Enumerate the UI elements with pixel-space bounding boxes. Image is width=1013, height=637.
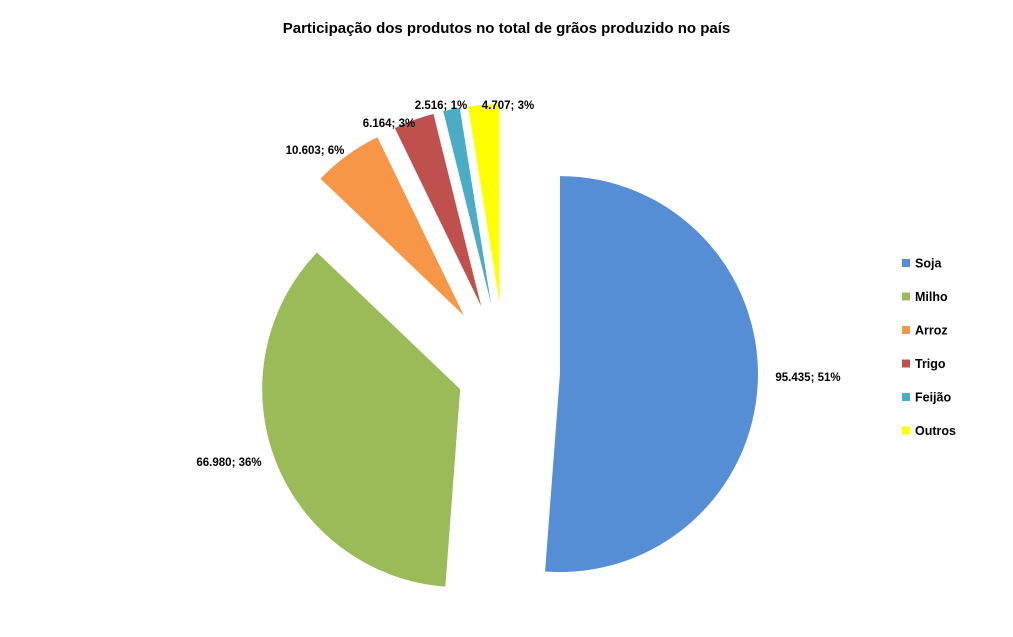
data-label-feijao: 2.516; 1% bbox=[415, 100, 467, 112]
legend-swatch-feijao bbox=[902, 393, 910, 401]
legend-label-outros: Outros bbox=[915, 424, 956, 438]
pie-slice-trigo bbox=[394, 114, 482, 307]
legend-swatch-trigo bbox=[902, 359, 910, 368]
legend-swatch-outros bbox=[902, 426, 910, 435]
legend-label-milho: Milho bbox=[915, 290, 948, 304]
legend-item-milho: Milho bbox=[902, 290, 948, 304]
legend-swatch-arroz bbox=[902, 326, 910, 334]
legend-label-trigo: Trigo bbox=[915, 357, 946, 371]
data-label-soja: 95.435; 51% bbox=[775, 372, 840, 384]
legend-item-soja: Soja bbox=[902, 257, 942, 271]
legend-item-outros: Outros bbox=[902, 424, 956, 438]
data-label-trigo: 6.164; 3% bbox=[363, 118, 415, 130]
legend-swatch-soja bbox=[902, 259, 910, 267]
data-labels: 95.435; 51% 66.980; 36% 10.603; 6% 6.164; 3… bbox=[196, 100, 840, 469]
pie-slice-feijao bbox=[443, 107, 492, 304]
pie-slice-milho bbox=[262, 252, 461, 587]
pie-slice-outros bbox=[468, 104, 500, 303]
legend-label-soja: Soja bbox=[915, 257, 942, 271]
data-label-outros: 4.707; 3% bbox=[482, 100, 534, 112]
legend-swatch-milho bbox=[902, 292, 910, 301]
legend-item-trigo: Trigo bbox=[902, 357, 946, 371]
pie-slice-soja bbox=[545, 176, 758, 573]
legend-item-arroz: Arroz bbox=[902, 324, 948, 338]
pie-slices bbox=[262, 104, 758, 587]
pie-slice-arroz bbox=[320, 137, 464, 316]
legend: Soja Milho Arroz Trigo Feijão Outros bbox=[902, 257, 956, 438]
data-label-arroz: 10.603; 6% bbox=[286, 145, 345, 157]
chart-title: Participação dos produtos no total de gr… bbox=[282, 20, 731, 37]
legend-label-arroz: Arroz bbox=[915, 324, 948, 338]
data-label-milho: 66.980; 36% bbox=[196, 457, 261, 469]
legend-item-feijao: Feijão bbox=[902, 391, 951, 405]
legend-label-feijao: Feijão bbox=[915, 391, 951, 405]
